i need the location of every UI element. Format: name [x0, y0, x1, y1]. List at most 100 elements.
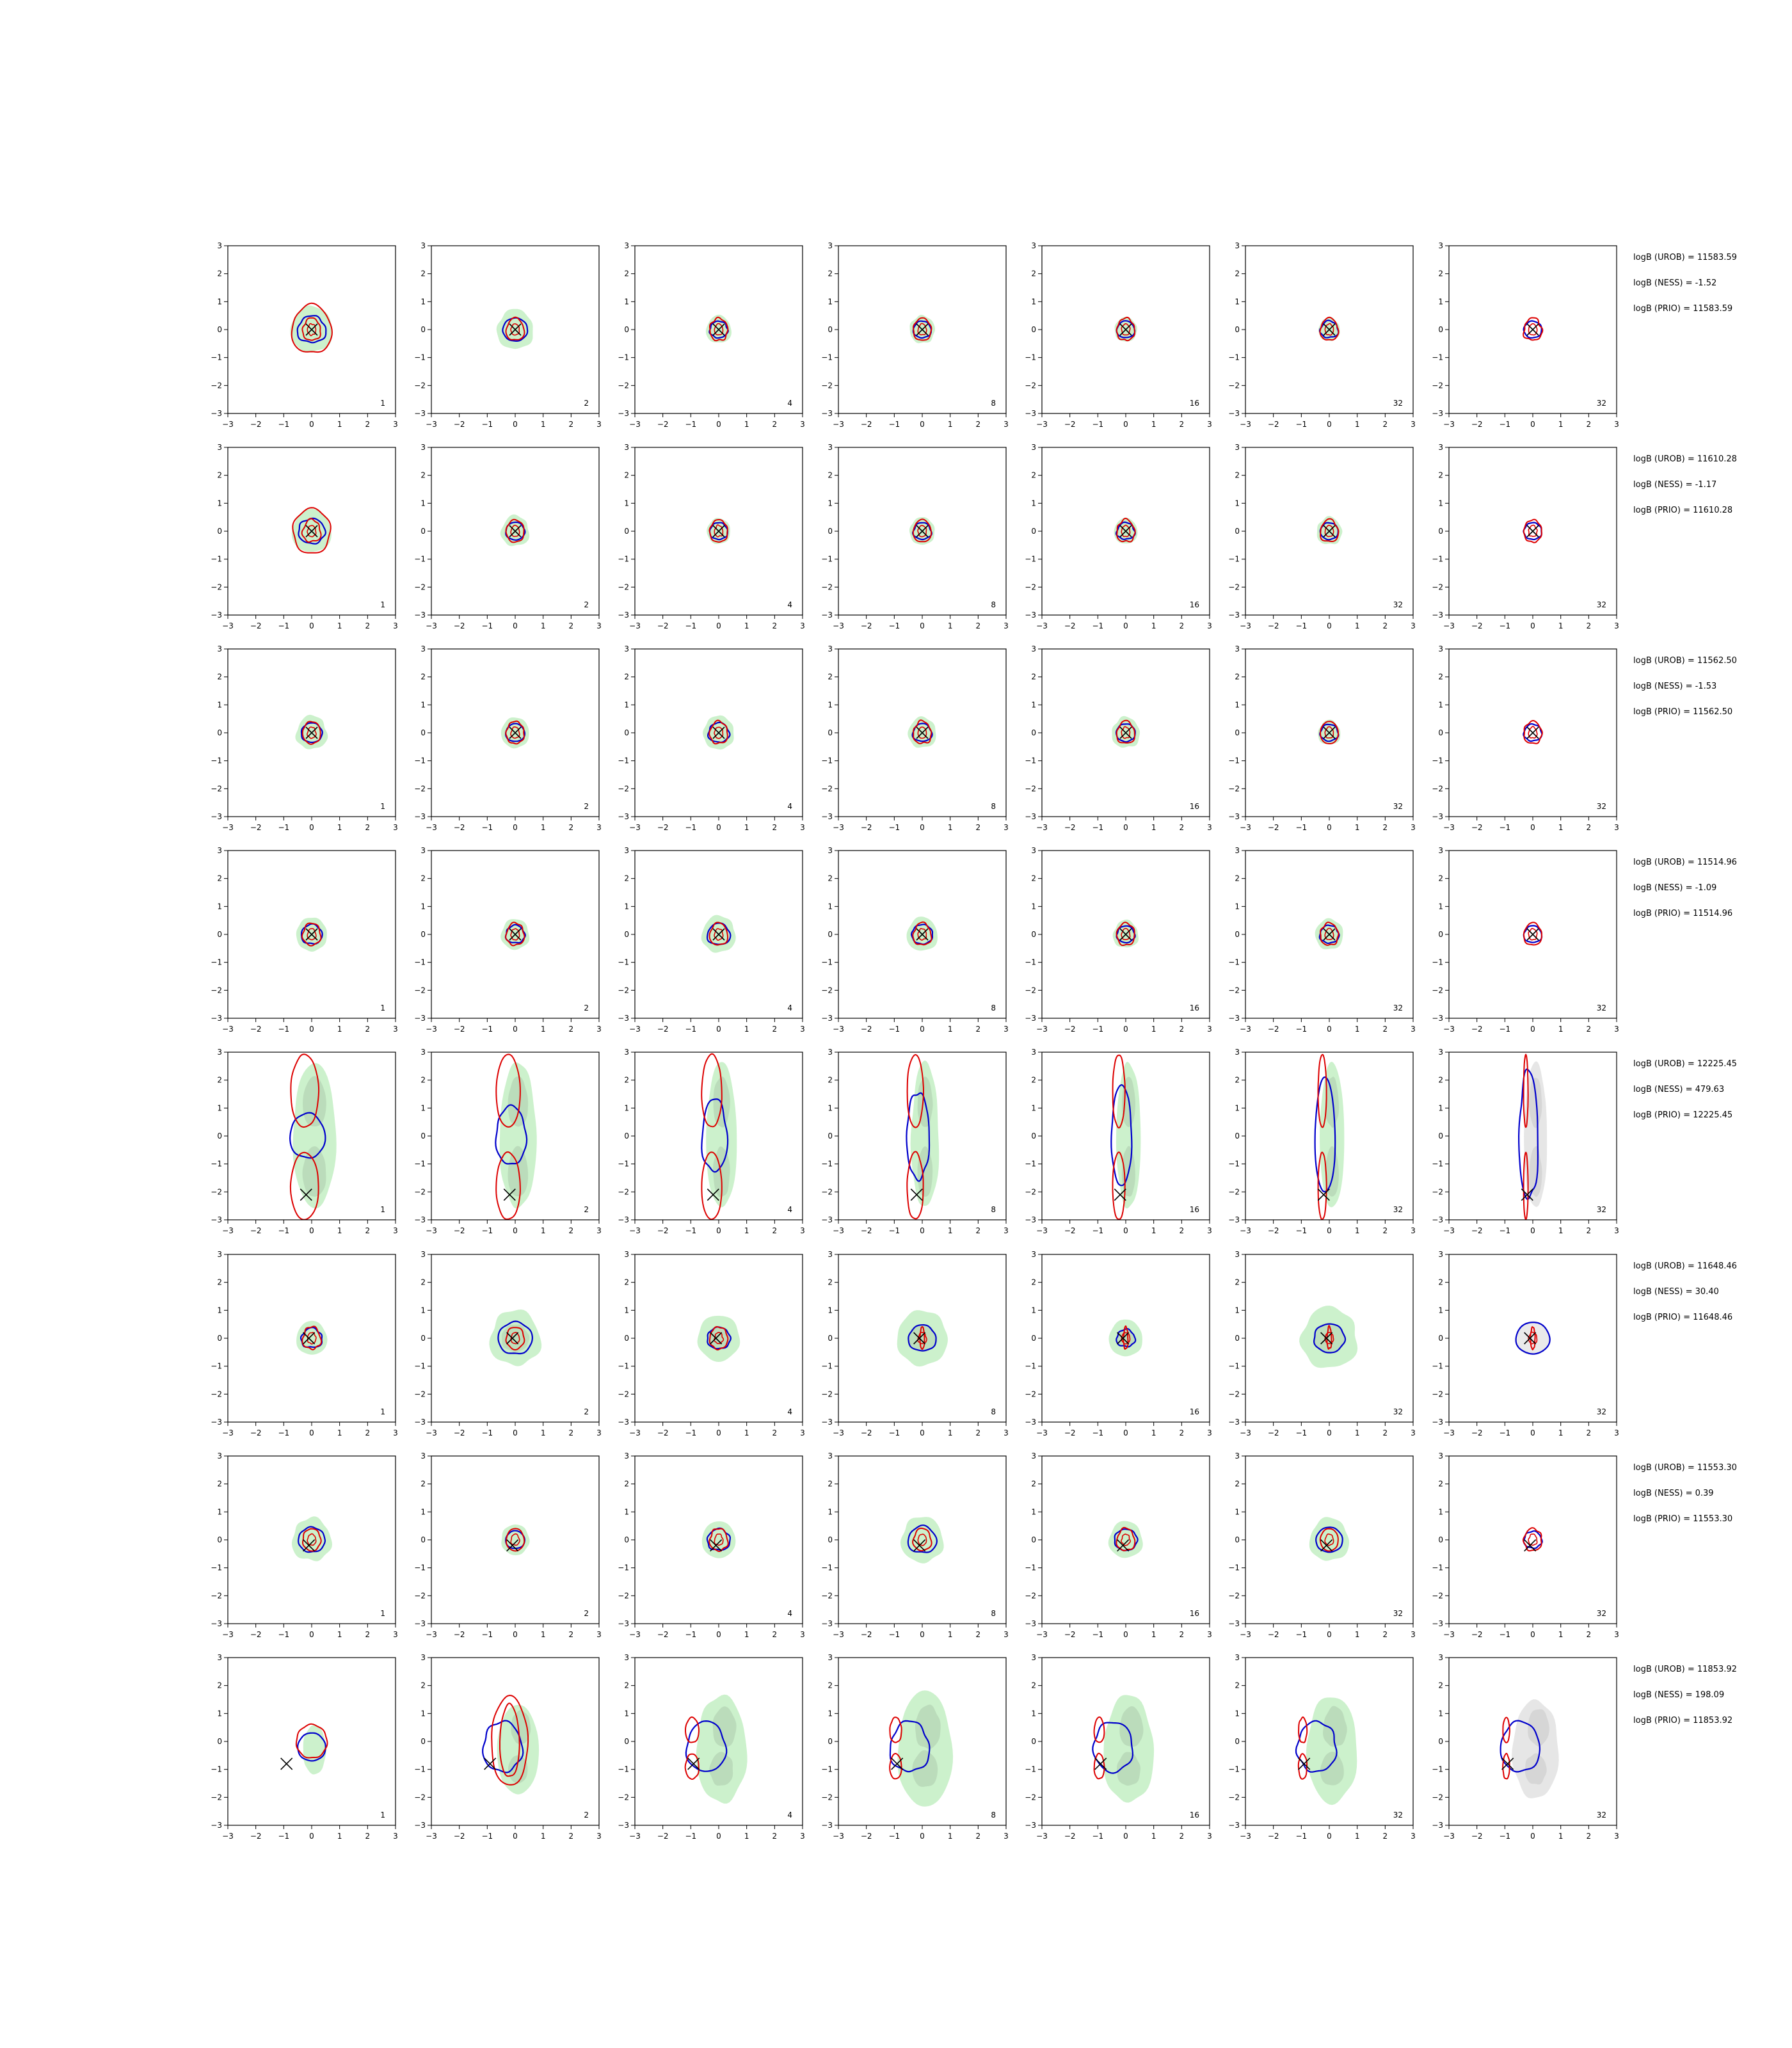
y-tick-label: 0	[1235, 1737, 1240, 1746]
density-core	[1529, 1146, 1542, 1197]
x-tick-label: 1	[1151, 621, 1156, 630]
x-tick-label: 1	[337, 1226, 342, 1235]
x-tick-label: −1	[1499, 1025, 1510, 1034]
true-value-marker	[913, 1539, 926, 1552]
density-core	[303, 1076, 326, 1126]
true-value-marker	[300, 1188, 312, 1201]
y-tick-label: −2	[1432, 1591, 1443, 1600]
x-tick-label: 1	[1558, 823, 1564, 832]
outer-contour	[917, 726, 927, 739]
x-tick-label: −3	[426, 1428, 437, 1437]
x-tick-label: 2	[365, 420, 371, 429]
density-fill	[1512, 1699, 1559, 1798]
x-tick-label: −3	[1443, 621, 1455, 630]
log-bayes-annotation: logB (UROB) = 11553.30	[1633, 1463, 1737, 1473]
y-tick-label: −3	[1432, 1215, 1443, 1224]
y-tick-label: 0	[420, 325, 426, 334]
x-tick-label: 2	[365, 1226, 371, 1235]
outer-contour	[708, 519, 728, 543]
y-tick-label: 3	[1235, 1048, 1240, 1057]
x-tick-label: 3	[393, 420, 398, 429]
x-tick-label: 1	[948, 1630, 953, 1639]
x-tick-label: 0	[1327, 1630, 1332, 1639]
x-tick-label: −3	[629, 1025, 641, 1034]
subplot: −3 −2 −1 0 1 2 3 3 2 1 0 −1 −2 −3 1	[211, 1250, 398, 1437]
x-tick-label: 3	[596, 1630, 602, 1639]
y-tick-label: −2	[1432, 381, 1443, 390]
y-tick-label: 0	[1438, 527, 1443, 536]
inner-contour	[1523, 723, 1543, 742]
density-fill	[489, 1309, 542, 1366]
y-tick-label: 2	[217, 1076, 222, 1085]
density-core	[1323, 1706, 1347, 1747]
x-tick-label: −3	[426, 621, 437, 630]
x-tick-label: −1	[1295, 1226, 1307, 1235]
x-tick-label: 2	[1180, 621, 1185, 630]
panel-count-label: 8	[991, 1609, 996, 1618]
y-tick-label: 1	[420, 1709, 426, 1718]
density-core	[908, 1324, 938, 1352]
x-tick-label: −3	[1443, 1630, 1455, 1639]
true-value-marker	[303, 1539, 316, 1552]
y-tick-label: 1	[1031, 902, 1036, 911]
outer-contour	[1502, 1716, 1510, 1743]
x-tick-label: 3	[800, 621, 805, 630]
plot-area	[489, 1309, 542, 1366]
true-value-marker	[891, 1757, 904, 1770]
panel-count-label: 32	[1393, 802, 1403, 811]
y-tick-label: 2	[1031, 471, 1036, 480]
x-tick-label: −3	[1036, 1630, 1048, 1639]
x-tick-label: 0	[1327, 823, 1332, 832]
y-tick-label: −2	[821, 1187, 833, 1196]
x-tick-label: −2	[1064, 1025, 1076, 1034]
y-tick-label: 3	[420, 241, 426, 250]
y-tick-label: 0	[420, 930, 426, 939]
y-tick-label: 1	[828, 700, 833, 709]
y-tick-label: 0	[624, 1334, 629, 1343]
y-tick-label: 1	[624, 1507, 629, 1516]
y-tick-label: 1	[624, 1306, 629, 1315]
y-tick-label: 1	[828, 1709, 833, 1718]
x-tick-label: −3	[1443, 1428, 1455, 1437]
panel-count-label: 2	[584, 1811, 589, 1820]
y-tick-label: 3	[217, 241, 222, 250]
y-tick-label: 1	[1031, 1103, 1036, 1112]
log-bayes-annotation: logB (PRIO) = 11514.96	[1633, 909, 1732, 918]
x-tick-label: −2	[1471, 1630, 1483, 1639]
y-tick-label: −2	[211, 582, 222, 591]
x-tick-label: 0	[920, 420, 925, 429]
inner-contour	[907, 1524, 938, 1553]
subplot: −3 −2 −1 0 1 2 3 3 2 1 0 −1 −2 −3 16	[1025, 1452, 1212, 1639]
x-tick-label: −1	[1499, 420, 1510, 429]
y-tick-label: 3	[1438, 443, 1443, 452]
x-tick-label: 0	[309, 823, 314, 832]
x-tick-label: 2	[569, 621, 574, 630]
y-tick-label: 3	[1438, 846, 1443, 855]
x-tick-label: 3	[1207, 420, 1212, 429]
x-tick-label: 0	[1327, 1025, 1332, 1034]
x-tick-label: 2	[772, 1832, 778, 1841]
panel-count-label: 32	[1393, 1205, 1403, 1214]
plot-area	[1315, 918, 1343, 950]
y-tick-label: 0	[1235, 527, 1240, 536]
plot-area	[1112, 919, 1139, 948]
y-tick-label: 1	[1235, 700, 1240, 709]
y-tick-label: 1	[420, 1103, 426, 1112]
x-tick-label: 2	[1180, 1630, 1185, 1639]
x-tick-label: −1	[278, 823, 289, 832]
x-tick-label: 0	[513, 1226, 518, 1235]
outer-contour	[301, 922, 322, 947]
density-fill	[1524, 1061, 1548, 1207]
density-core	[1119, 1706, 1144, 1747]
y-tick-label: 2	[420, 1681, 426, 1690]
y-tick-label: 3	[828, 1452, 833, 1460]
x-tick-label: 2	[976, 621, 981, 630]
panel-count-label: 16	[1190, 1811, 1199, 1820]
y-tick-label: −3	[821, 812, 833, 821]
outer-contour	[1523, 1151, 1529, 1220]
true-value-marker	[1323, 928, 1336, 941]
y-tick-label: −1	[618, 1362, 629, 1371]
